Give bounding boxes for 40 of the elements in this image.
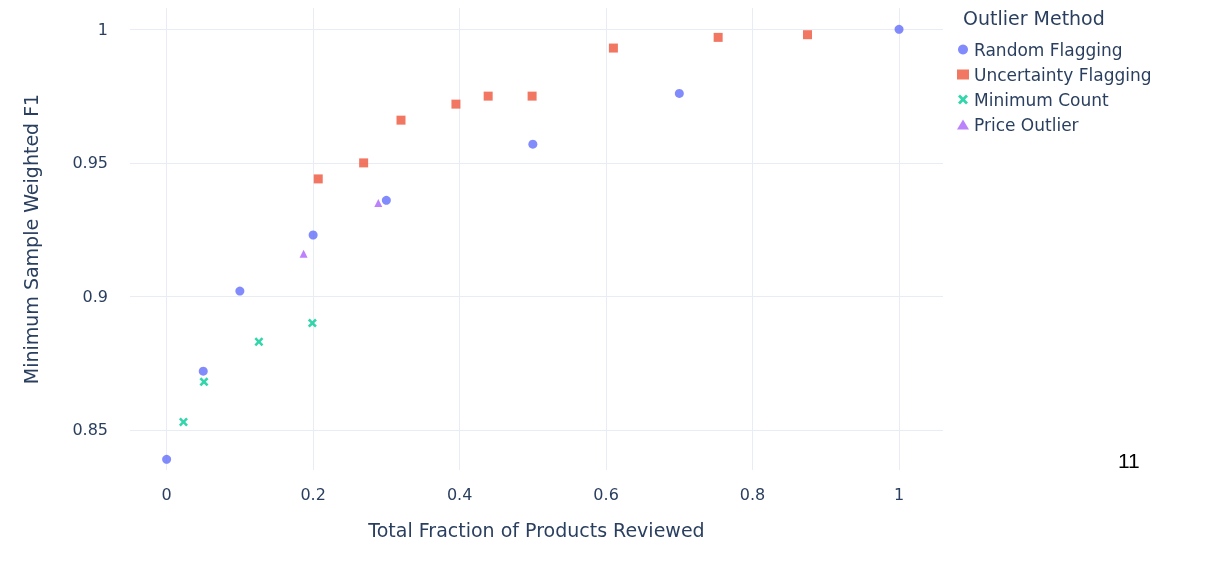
x-axis-title: Total Fraction of Products Reviewed	[367, 518, 705, 541]
legend-label: Random Flagging	[974, 39, 1123, 60]
point	[527, 91, 537, 101]
point	[713, 32, 723, 42]
x-tick-label: 0.8	[739, 484, 766, 504]
point	[803, 30, 812, 40]
x-tick-label: 0.4	[446, 484, 473, 504]
point	[308, 230, 318, 240]
point	[359, 158, 369, 168]
point	[894, 24, 904, 34]
y-tick-label: 0.9	[82, 286, 108, 306]
point	[374, 198, 383, 207]
legend-title: Outlier Method	[963, 6, 1105, 29]
text: 11	[1118, 449, 1140, 472]
x-tick-label: 0.6	[593, 484, 619, 504]
y-tick-label: 1	[97, 19, 108, 39]
point	[381, 195, 391, 205]
legend-label: Price Outlier	[974, 114, 1079, 135]
point	[162, 454, 172, 464]
x-tick-label: 0	[161, 484, 172, 504]
point	[178, 417, 188, 427]
point	[674, 88, 684, 98]
point	[313, 174, 323, 184]
y-tick-label: 0.85	[72, 420, 108, 440]
y-tick-label: 0.95	[72, 153, 108, 173]
x-tick-label: 1	[893, 484, 905, 504]
point	[307, 318, 317, 328]
legend-label: Uncertainty Flagging	[974, 64, 1152, 85]
y-axis-title: Minimum Sample Weighted F1	[19, 93, 42, 385]
point	[299, 249, 308, 258]
point	[451, 99, 461, 109]
x-tick-label: 0.2	[300, 484, 326, 504]
point	[254, 337, 264, 347]
point	[528, 139, 538, 149]
point	[235, 286, 245, 296]
point	[608, 43, 618, 53]
legend-label: Minimum Count	[974, 89, 1110, 110]
point	[483, 91, 493, 101]
point	[198, 366, 208, 376]
point	[396, 115, 406, 125]
